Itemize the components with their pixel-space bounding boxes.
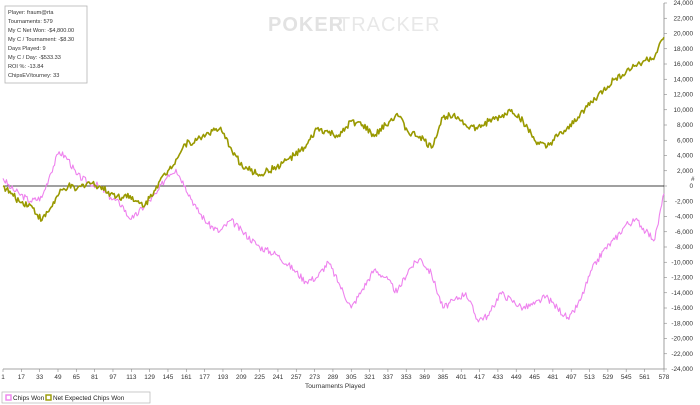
y-tick-label: -18,000 bbox=[671, 320, 693, 327]
y-tick-label: -16,000 bbox=[671, 305, 693, 312]
x-tick-label: 385 bbox=[438, 374, 449, 381]
x-axis-title: Tournaments Played bbox=[305, 383, 365, 390]
stats-line: My C Net Won: -$4,800.00 bbox=[8, 28, 74, 34]
x-tick-label: 225 bbox=[254, 374, 265, 381]
x-tick-label: 289 bbox=[328, 374, 339, 381]
x-tick-label: 529 bbox=[603, 374, 614, 381]
y-tick-label: 12,000 bbox=[673, 92, 693, 99]
x-tick-label: 465 bbox=[529, 374, 540, 381]
x-tick-label: 545 bbox=[621, 374, 632, 381]
x-tick-label: 369 bbox=[419, 374, 430, 381]
stats-line: My C / Day: -$533.33 bbox=[8, 55, 61, 61]
x-tick-label: 257 bbox=[291, 374, 302, 381]
x-tick-label: 209 bbox=[236, 374, 247, 381]
x-tick-label: 481 bbox=[548, 374, 559, 381]
x-tick-label: 449 bbox=[511, 374, 522, 381]
y-tick-label: 16,000 bbox=[673, 61, 693, 68]
stats-box: Player: fraum@rta Tournaments: 579 My C Ne… bbox=[4, 5, 88, 84]
y-tick-label: -22,000 bbox=[671, 351, 693, 358]
x-tick-label: 321 bbox=[364, 374, 375, 381]
x-tick-label: 513 bbox=[584, 374, 595, 381]
stats-line: My C / Tournament: -$8.30 bbox=[8, 37, 74, 43]
y-tick-label: 20,000 bbox=[673, 31, 693, 38]
y-tick-label: 24,000 bbox=[673, 0, 693, 7]
y-tick-label: -14,000 bbox=[671, 290, 693, 297]
x-tick-label: 97 bbox=[109, 374, 117, 381]
x-tick-label: 177 bbox=[199, 374, 210, 381]
series-layer bbox=[2, 36, 665, 323]
x-tick-label: 65 bbox=[73, 374, 81, 381]
x-tick-label: 113 bbox=[126, 374, 137, 381]
y-tick-label: -4,000 bbox=[675, 214, 694, 221]
legend-box bbox=[1, 391, 151, 404]
watermark-poker-text: POKER bbox=[268, 14, 344, 36]
y-tick-label: 6,000 bbox=[677, 137, 693, 144]
x-tick-label: 49 bbox=[54, 374, 62, 381]
y-tick-label: -24,000 bbox=[671, 366, 693, 373]
y-tick-label: 14,000 bbox=[673, 76, 693, 83]
x-tick-label: 417 bbox=[474, 374, 485, 381]
legend-swatch-chips-won bbox=[5, 394, 12, 401]
x-tick-label: 578 bbox=[659, 374, 670, 381]
y-tick-label: -20,000 bbox=[671, 336, 693, 343]
pokertracker-watermark: POKER TRACKER bbox=[268, 14, 441, 36]
x-tick-label: 497 bbox=[566, 374, 577, 381]
y-tick-label: -12,000 bbox=[671, 275, 693, 282]
y-tick-label: -2,000 bbox=[675, 198, 694, 205]
y-tick-label: -6,000 bbox=[675, 229, 694, 236]
x-tick-label: 273 bbox=[309, 374, 320, 381]
x-tick-label: 401 bbox=[456, 374, 467, 381]
x-tick-label: 241 bbox=[273, 374, 284, 381]
legend-label: Chips Won bbox=[13, 395, 45, 402]
x-tick-label: 337 bbox=[383, 374, 394, 381]
legend-swatch-net-expected bbox=[45, 394, 52, 401]
stats-line: ChipsEV/tourney: 33 bbox=[8, 73, 59, 79]
x-tick-label: 129 bbox=[144, 374, 155, 381]
x-tick-label: 305 bbox=[346, 374, 357, 381]
x-tick-label: 353 bbox=[401, 374, 412, 381]
x-tick-label: 17 bbox=[18, 374, 26, 381]
watermark-tracker-text: TRACKER bbox=[338, 14, 441, 36]
x-tick-label: 561 bbox=[639, 374, 650, 381]
x-tick-label: 433 bbox=[493, 374, 504, 381]
y-tick-label: 18,000 bbox=[673, 46, 693, 53]
stats-line: Player: fraum@rta bbox=[8, 10, 54, 16]
stats-line: ROI %: -13.84 bbox=[8, 64, 43, 70]
legend-label: Net Expected Chips Won bbox=[53, 395, 125, 402]
axes: 24,00022,00020,00018,00016,00014,00012,0… bbox=[1, 0, 693, 381]
y-tick-label: 0 bbox=[689, 183, 693, 190]
stats-line: Days Played: 9 bbox=[8, 46, 46, 52]
y-tick-label: 2,000 bbox=[677, 168, 693, 175]
y-tick-label: 4,000 bbox=[677, 153, 693, 160]
y-tick-label: 10,000 bbox=[673, 107, 693, 114]
stats-line: Tournaments: 579 bbox=[8, 19, 53, 25]
x-tick-label: 33 bbox=[36, 374, 44, 381]
x-tick-label: 81 bbox=[91, 374, 99, 381]
axis-marker: # bbox=[691, 176, 695, 183]
legend: Chips Won Net Expected Chips Won bbox=[1, 391, 151, 404]
net-expected-line bbox=[2, 36, 665, 222]
x-tick-label: 1 bbox=[1, 374, 5, 381]
y-tick-label: -10,000 bbox=[671, 259, 693, 266]
y-tick-label: 22,000 bbox=[673, 15, 693, 22]
y-tick-label: -8,000 bbox=[675, 244, 694, 251]
x-tick-label: 145 bbox=[163, 374, 174, 381]
chips-won-line bbox=[2, 151, 665, 323]
x-tick-label: 193 bbox=[218, 374, 229, 381]
y-tick-label: 8,000 bbox=[677, 122, 693, 129]
x-tick-label: 161 bbox=[181, 374, 192, 381]
